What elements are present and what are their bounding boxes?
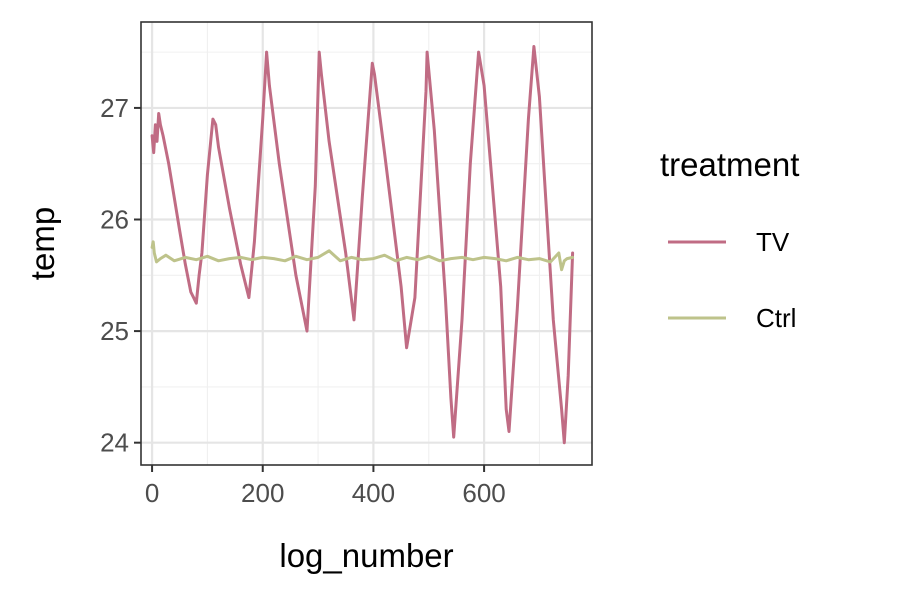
series-layer <box>150 45 575 445</box>
x-tick-label: 0 <box>145 478 159 508</box>
y-tick-label: 24 <box>100 428 129 458</box>
y-tick-label: 26 <box>100 205 129 235</box>
series-line-tv <box>150 45 575 445</box>
plot-panel-border <box>140 21 593 466</box>
legend-items: TV Ctrl <box>668 227 796 333</box>
x-tick-label: 200 <box>241 478 284 508</box>
x-tick-label: 400 <box>352 478 395 508</box>
x-tick-label: 600 <box>462 478 505 508</box>
y-tick-label: 25 <box>100 316 129 346</box>
legend: treatment TV Ctrl <box>660 146 799 333</box>
y-tick-label: 27 <box>100 93 129 123</box>
legend-label-tv: TV <box>756 227 790 257</box>
y-axis-title: temp <box>24 207 61 280</box>
x-axis-title: log_number <box>279 537 453 574</box>
axes: 0 200 400 600 24 25 26 27 <box>100 93 506 508</box>
series-line-ctrl <box>150 240 575 272</box>
legend-label-ctrl: Ctrl <box>756 303 796 333</box>
grid <box>141 22 592 465</box>
legend-title: treatment <box>660 146 799 183</box>
